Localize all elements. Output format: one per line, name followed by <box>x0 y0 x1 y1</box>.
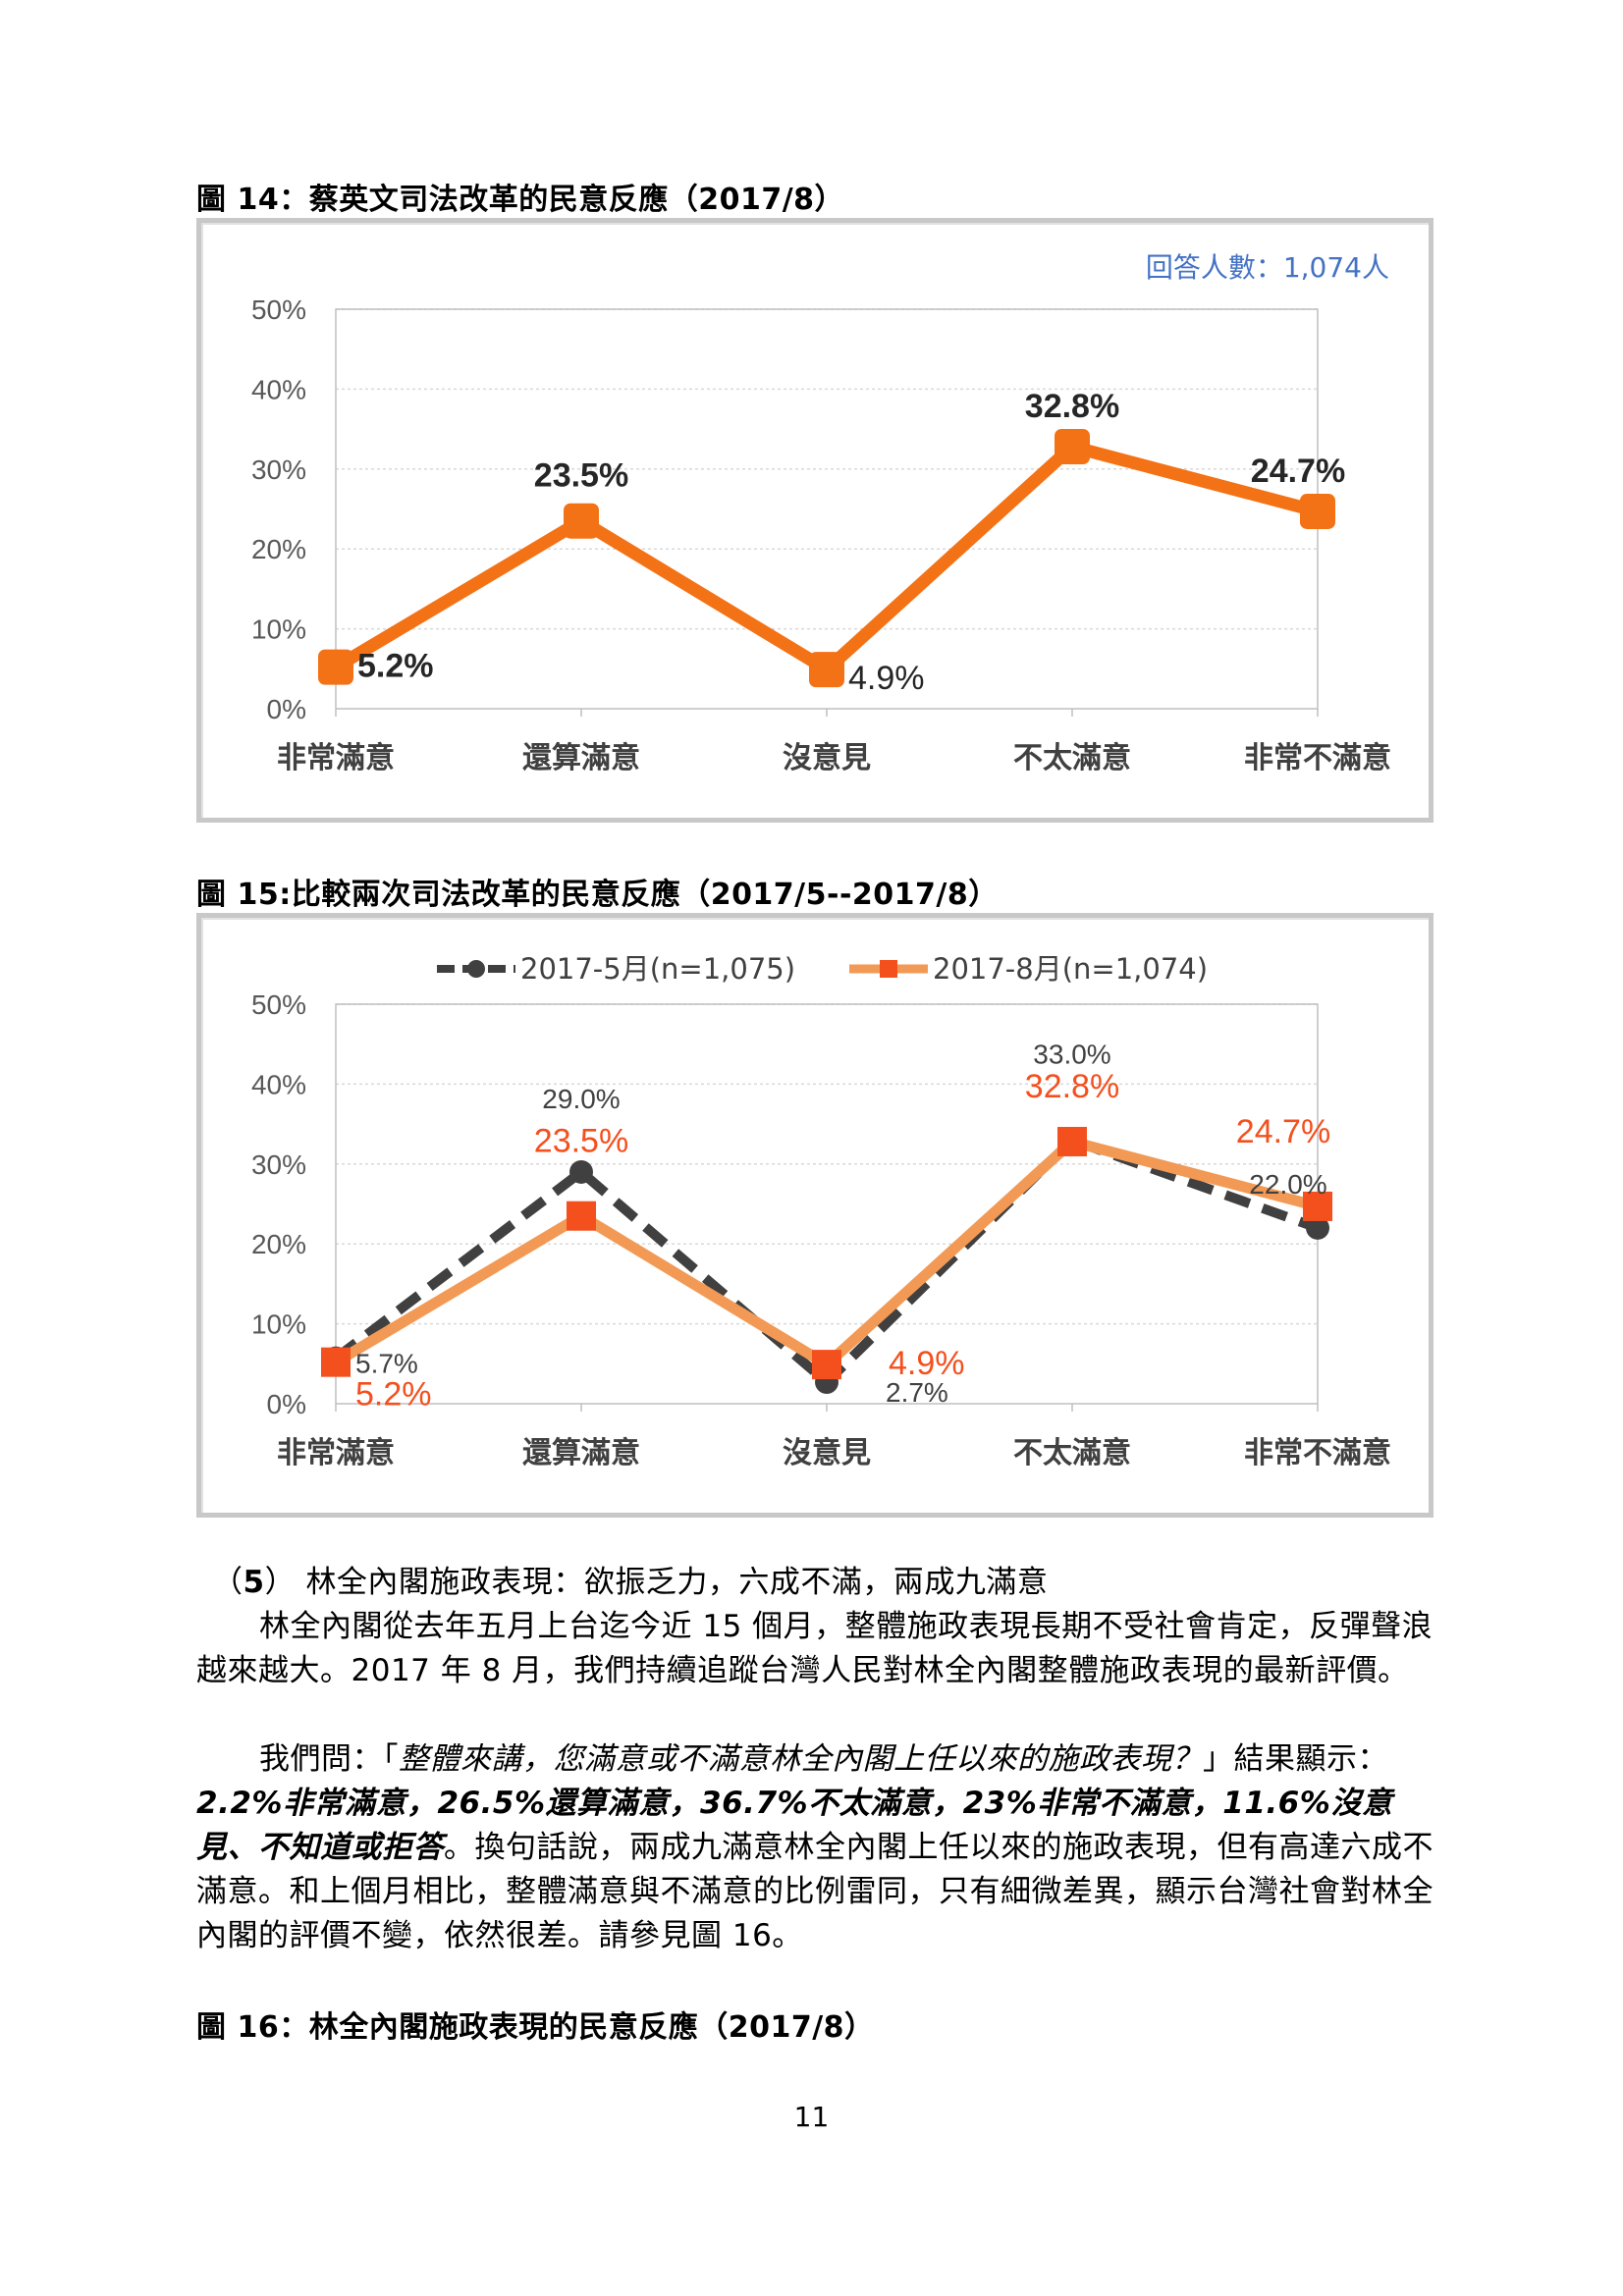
fig15-x-category-label: 非常不滿意 <box>1244 1436 1391 1470</box>
fig15-may-data-label: 5.7% <box>355 1349 418 1379</box>
fig15-legend-label-aug: 2017-8月(n=1,074) <box>933 952 1208 986</box>
fig15-y-tick-label: 40% <box>251 1069 306 1099</box>
fig15-aug-data-point <box>321 1347 351 1377</box>
fig15-y-tick-label: 0% <box>267 1389 306 1419</box>
fig14-y-tick-label: 30% <box>251 454 306 485</box>
fig15-may-data-label: 29.0% <box>542 1084 620 1114</box>
fig15-aug-data-label: 23.5% <box>534 1123 628 1160</box>
fig15-x-category-label: 沒意見 <box>783 1436 871 1470</box>
fig14-data-point <box>809 652 844 688</box>
fig15-may-data-label: 22.0% <box>1249 1169 1326 1200</box>
fig14-y-tick-label: 10% <box>251 614 306 645</box>
fig14-y-tick-label: 50% <box>251 294 306 325</box>
page-number: 11 <box>793 2101 830 2133</box>
section-5: （5） 林全內閣施政表現：欲振乏力，六成不滿，兩成九滿意 林全內閣從去年五月上台… <box>196 1561 1434 1958</box>
para2-lead: 我們問：「 <box>259 1741 399 1777</box>
fig15-x-category-label: 不太滿意 <box>1013 1436 1131 1470</box>
fig15-aug-data-label: 32.8% <box>1025 1068 1119 1105</box>
fig15-aug-data-label: 24.7% <box>1236 1113 1330 1150</box>
para2-result: 」結果顯示： <box>1203 1741 1388 1777</box>
para2-stats: 2.2%非常滿意，26.5%還算滿意，36.7%不太滿意，23%非常不滿意，11… <box>196 1786 1393 1865</box>
fig14-x-category-label: 沒意見 <box>783 741 871 775</box>
figure-14-chart-svg: 回答人數：1,074人 0% 10% 20% 30% 40% 50% 非常滿意 還算滿意 沒意見 不… <box>251 251 1391 775</box>
section-5-heading-text: 林全內閣施政表現：欲振乏力，六成不滿，兩成九滿意 <box>305 1565 1049 1600</box>
fig14-data-point <box>1300 493 1335 529</box>
fig14-data-label: 23.5% <box>534 457 628 495</box>
fig15-aug-data-label: 5.2% <box>355 1376 432 1414</box>
fig14-series-line <box>329 440 1325 676</box>
fig15-y-tick-label: 30% <box>251 1149 306 1180</box>
fig14-x-category-label: 還算滿意 <box>522 741 640 775</box>
fig14-data-point <box>564 503 599 539</box>
para2-question: 整體來講，您滿意或不滿意林全內閣上任以來的施政表現？ <box>399 1741 1203 1777</box>
fig15-aug-data-point <box>1303 1191 1332 1221</box>
section-5-paragraph-2: 我們問：「整體來講，您滿意或不滿意林全內閣上任以來的施政表現？」結果顯示： 2.2… <box>196 1737 1434 1958</box>
fig14-data-label: 32.8% <box>1025 388 1119 425</box>
figure-15-caption: 圖 15:比較兩次司法改革的民意反應（2017/5--2017/8） <box>196 878 999 912</box>
fig15-x-category-label: 還算滿意 <box>522 1436 640 1470</box>
section-5-number: 5 <box>243 1565 265 1600</box>
fig14-x-category-label: 不太滿意 <box>1013 741 1131 775</box>
figure-15-chart: 0% 10% 20% 30% 40% 50% 非常滿意 還算滿意 沒意見 不太滿意 非常不滿意 201… <box>196 913 1434 1518</box>
fig15-may-data-point <box>569 1159 593 1184</box>
fig14-y-tick-label: 40% <box>251 374 306 404</box>
figure-14-caption: 圖 14：蔡英文司法改革的民意反應（2017/8） <box>196 183 845 217</box>
fig15-legend-marker-aug <box>880 960 897 978</box>
fig15-x-category-label: 非常滿意 <box>277 1436 395 1470</box>
respondent-count-note: 回答人數：1,074人 <box>1146 251 1389 284</box>
fig15-aug-data-point <box>567 1201 596 1231</box>
fig14-y-tick-label: 0% <box>267 694 306 724</box>
para2-conclusion: 。換句話說，兩成九滿意林全內閣上任以來的施政表現，但有高達六成不滿意。和上個月相… <box>196 1830 1434 1953</box>
section-5-paragraph-1: 林全內閣從去年五月上台迄今近 15 個月，整體施政表現長期不受社會肯定，反彈聲浪… <box>196 1609 1434 1688</box>
fig15-legend-label-may: 2017-5月(n=1,075) <box>520 952 795 986</box>
fig15-aug-data-point <box>812 1350 841 1380</box>
fig15-may-data-point <box>1306 1215 1329 1240</box>
fig14-data-label: 5.2% <box>357 648 434 685</box>
figure-16-caption: 圖 16：林全內閣施政表現的民意反應（2017/8） <box>196 2010 875 2045</box>
fig14-x-category-label: 非常滿意 <box>277 741 395 775</box>
fig15-may-data-label: 2.7% <box>886 1377 948 1408</box>
fig14-y-tick-label: 20% <box>251 534 306 564</box>
fig14-x-category-label: 非常不滿意 <box>1244 741 1391 775</box>
section-5-heading: （5） 林全內閣施政表現：欲振乏力，六成不滿，兩成九滿意 <box>212 1565 1049 1600</box>
fig15-y-tick-label: 50% <box>251 989 306 1020</box>
fig15-series-may-line <box>332 1134 1320 1389</box>
figure-14-chart: 回答人數：1,074人 0% 10% 20% 30% 40% 50% 非常滿意 還算滿意 沒意見 不… <box>196 218 1434 823</box>
fig15-legend-marker-may <box>467 960 485 978</box>
fig14-data-label: 24.7% <box>1251 453 1345 490</box>
fig14-data-point <box>318 649 353 685</box>
figure-15-chart-svg: 0% 10% 20% 30% 40% 50% 非常滿意 還算滿意 沒意見 不太滿意 非常不滿意 201… <box>251 952 1391 1470</box>
fig14-data-label: 4.9% <box>848 660 925 697</box>
fig15-plot-border <box>335 1003 1319 1405</box>
fig15-aug-data-label: 4.9% <box>889 1345 965 1382</box>
fig15-y-tick-label: 10% <box>251 1309 306 1340</box>
fig15-aug-data-point <box>1057 1127 1087 1157</box>
fig15-may-data-label: 33.0% <box>1033 1039 1110 1069</box>
fig14-plot-border <box>335 308 1319 710</box>
fig15-y-tick-label: 20% <box>251 1229 306 1259</box>
fig14-data-point <box>1055 429 1090 465</box>
